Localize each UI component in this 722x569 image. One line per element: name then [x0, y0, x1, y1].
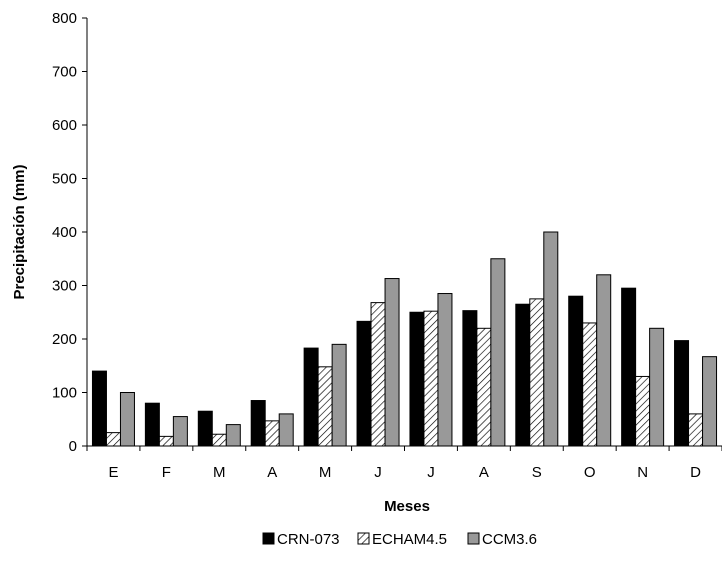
bar-echam4-5 — [688, 413, 704, 447]
bar-ccm3-6 — [384, 278, 400, 447]
legend-label: CCM3.6 — [482, 531, 537, 548]
bar-echam4-5 — [635, 375, 651, 447]
legend-swatch — [467, 532, 480, 545]
bar-echam4-5 — [211, 433, 227, 447]
y-tick-label: 700 — [52, 64, 77, 81]
x-axis-title: Meses — [384, 498, 430, 515]
legend-swatch — [357, 532, 370, 545]
bar-echam4-5 — [529, 298, 545, 447]
y-tick-label: 300 — [52, 278, 77, 295]
legend-swatch — [262, 532, 275, 545]
bar-crn-073 — [197, 410, 213, 447]
y-tick-label: 200 — [52, 331, 77, 348]
x-tick-label: F — [162, 464, 171, 481]
bar-ccm3-6 — [172, 416, 188, 447]
legend-label: CRN-073 — [277, 531, 340, 548]
bar-ccm3-6 — [331, 343, 347, 447]
x-tick-label: M — [319, 464, 332, 481]
y-tick-label: 800 — [52, 10, 77, 27]
bar-crn-073 — [409, 311, 425, 447]
bar-crn-073 — [568, 295, 584, 447]
x-tick-label: J — [427, 464, 435, 481]
bar-ccm3-6 — [543, 231, 559, 447]
y-tick-label: 600 — [52, 117, 77, 134]
axes-group: 0 100 200 300 400 500 600 700 800 E F M A M J J A S O N D — [52, 10, 722, 481]
legend-label: ECHAM4.5 — [372, 531, 447, 548]
bar-crn-073 — [515, 303, 531, 447]
bar-ccm3-6 — [278, 413, 294, 447]
y-tick-label: 100 — [52, 385, 77, 402]
bar-echam4-5 — [158, 435, 174, 447]
bar-crn-073 — [621, 287, 637, 447]
y-tick-label: 400 — [52, 224, 77, 241]
y-tick-label: 500 — [52, 171, 77, 188]
bar-crn-073 — [674, 340, 690, 447]
bar-ccm3-6 — [225, 424, 241, 447]
bar-ccm3-6 — [702, 356, 718, 447]
bar-crn-073 — [303, 347, 319, 447]
bar-crn-073 — [144, 402, 160, 447]
bar-ccm3-6 — [649, 327, 665, 447]
bar-echam4-5 — [105, 432, 121, 447]
bar-crn-073 — [91, 370, 107, 447]
bar-ccm3-6 — [596, 274, 612, 447]
bar-echam4-5 — [476, 327, 492, 447]
x-tick-label: A — [479, 464, 489, 481]
y-tick-label: 0 — [69, 438, 77, 455]
x-tick-label: J — [374, 464, 382, 481]
bar-ccm3-6 — [437, 293, 453, 447]
x-tick-label: D — [690, 464, 701, 481]
bar-crn-073 — [462, 310, 478, 447]
bar-echam4-5 — [370, 302, 386, 447]
bar-crn-073 — [250, 400, 266, 447]
bar-ccm3-6 — [490, 258, 506, 447]
bar-ccm3-6 — [119, 392, 135, 447]
y-axis-title: Precipitación (mm) — [11, 164, 28, 299]
bar-echam4-5 — [317, 366, 333, 447]
x-tick-label: S — [532, 464, 542, 481]
bar-crn-073 — [356, 320, 372, 447]
bar-echam4-5 — [264, 420, 280, 447]
x-tick-label: E — [108, 464, 118, 481]
bars-group — [91, 231, 718, 447]
x-tick-label: M — [213, 464, 226, 481]
x-tick-label: O — [584, 464, 596, 481]
bar-echam4-5 — [582, 322, 598, 447]
bar-echam4-5 — [423, 310, 439, 447]
x-tick-label: A — [267, 464, 277, 481]
legend: CRN-073 ECHAM4.5 CCM3.6 — [262, 531, 537, 548]
x-tick-label: N — [637, 464, 648, 481]
